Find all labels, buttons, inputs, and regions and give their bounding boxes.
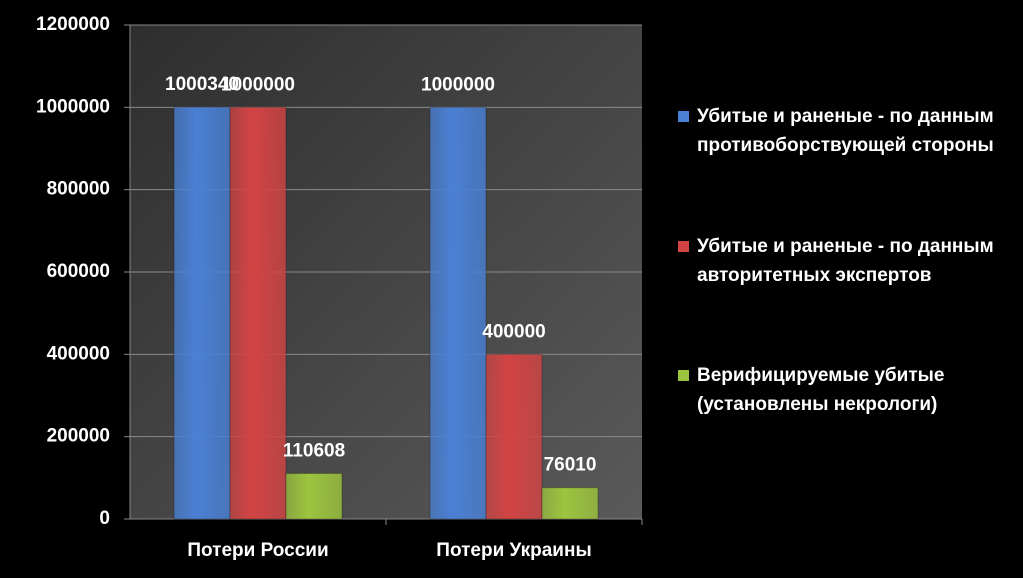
data-label: 1000340: [165, 74, 239, 95]
y-tick-label: 200000: [47, 426, 110, 447]
legend-label: Убитые и раненые - по данным противоборс…: [697, 106, 994, 156]
data-label: 1000000: [221, 74, 295, 95]
legend-entry: Убитые и раненые - по данным противоборс…: [678, 102, 1008, 160]
y-tick-label: 800000: [47, 179, 110, 200]
legend-entry: Верифицируемые убитые (установлены некро…: [678, 361, 1008, 419]
legend-swatch: [678, 111, 689, 122]
bar: [541, 487, 599, 520]
y-tick-label: 1000000: [36, 96, 110, 117]
bar: [285, 472, 343, 520]
x-tick-label: Потери Украины: [436, 540, 591, 561]
bar: [229, 106, 287, 520]
y-tick-label: 0: [99, 508, 110, 529]
data-label: 110608: [283, 440, 345, 461]
data-label: 400000: [482, 321, 545, 342]
x-tick-label: Потери России: [187, 540, 328, 561]
bar: [429, 106, 487, 520]
legend-label: Убитые и раненые - по данным авторитетны…: [697, 236, 994, 286]
bar: [173, 106, 231, 520]
legend-swatch: [678, 370, 689, 381]
legend-entry: Убитые и раненые - по данным авторитетны…: [678, 232, 1008, 290]
y-tick-label: 1200000: [36, 14, 110, 35]
data-label: 76010: [544, 455, 597, 476]
legend-swatch: [678, 241, 689, 252]
data-label: 1000000: [421, 74, 495, 95]
bar: [485, 353, 543, 520]
y-tick-label: 600000: [47, 261, 110, 282]
y-tick-label: 400000: [47, 343, 110, 364]
legend-label: Верифицируемые убитые (установлены некро…: [697, 365, 945, 415]
